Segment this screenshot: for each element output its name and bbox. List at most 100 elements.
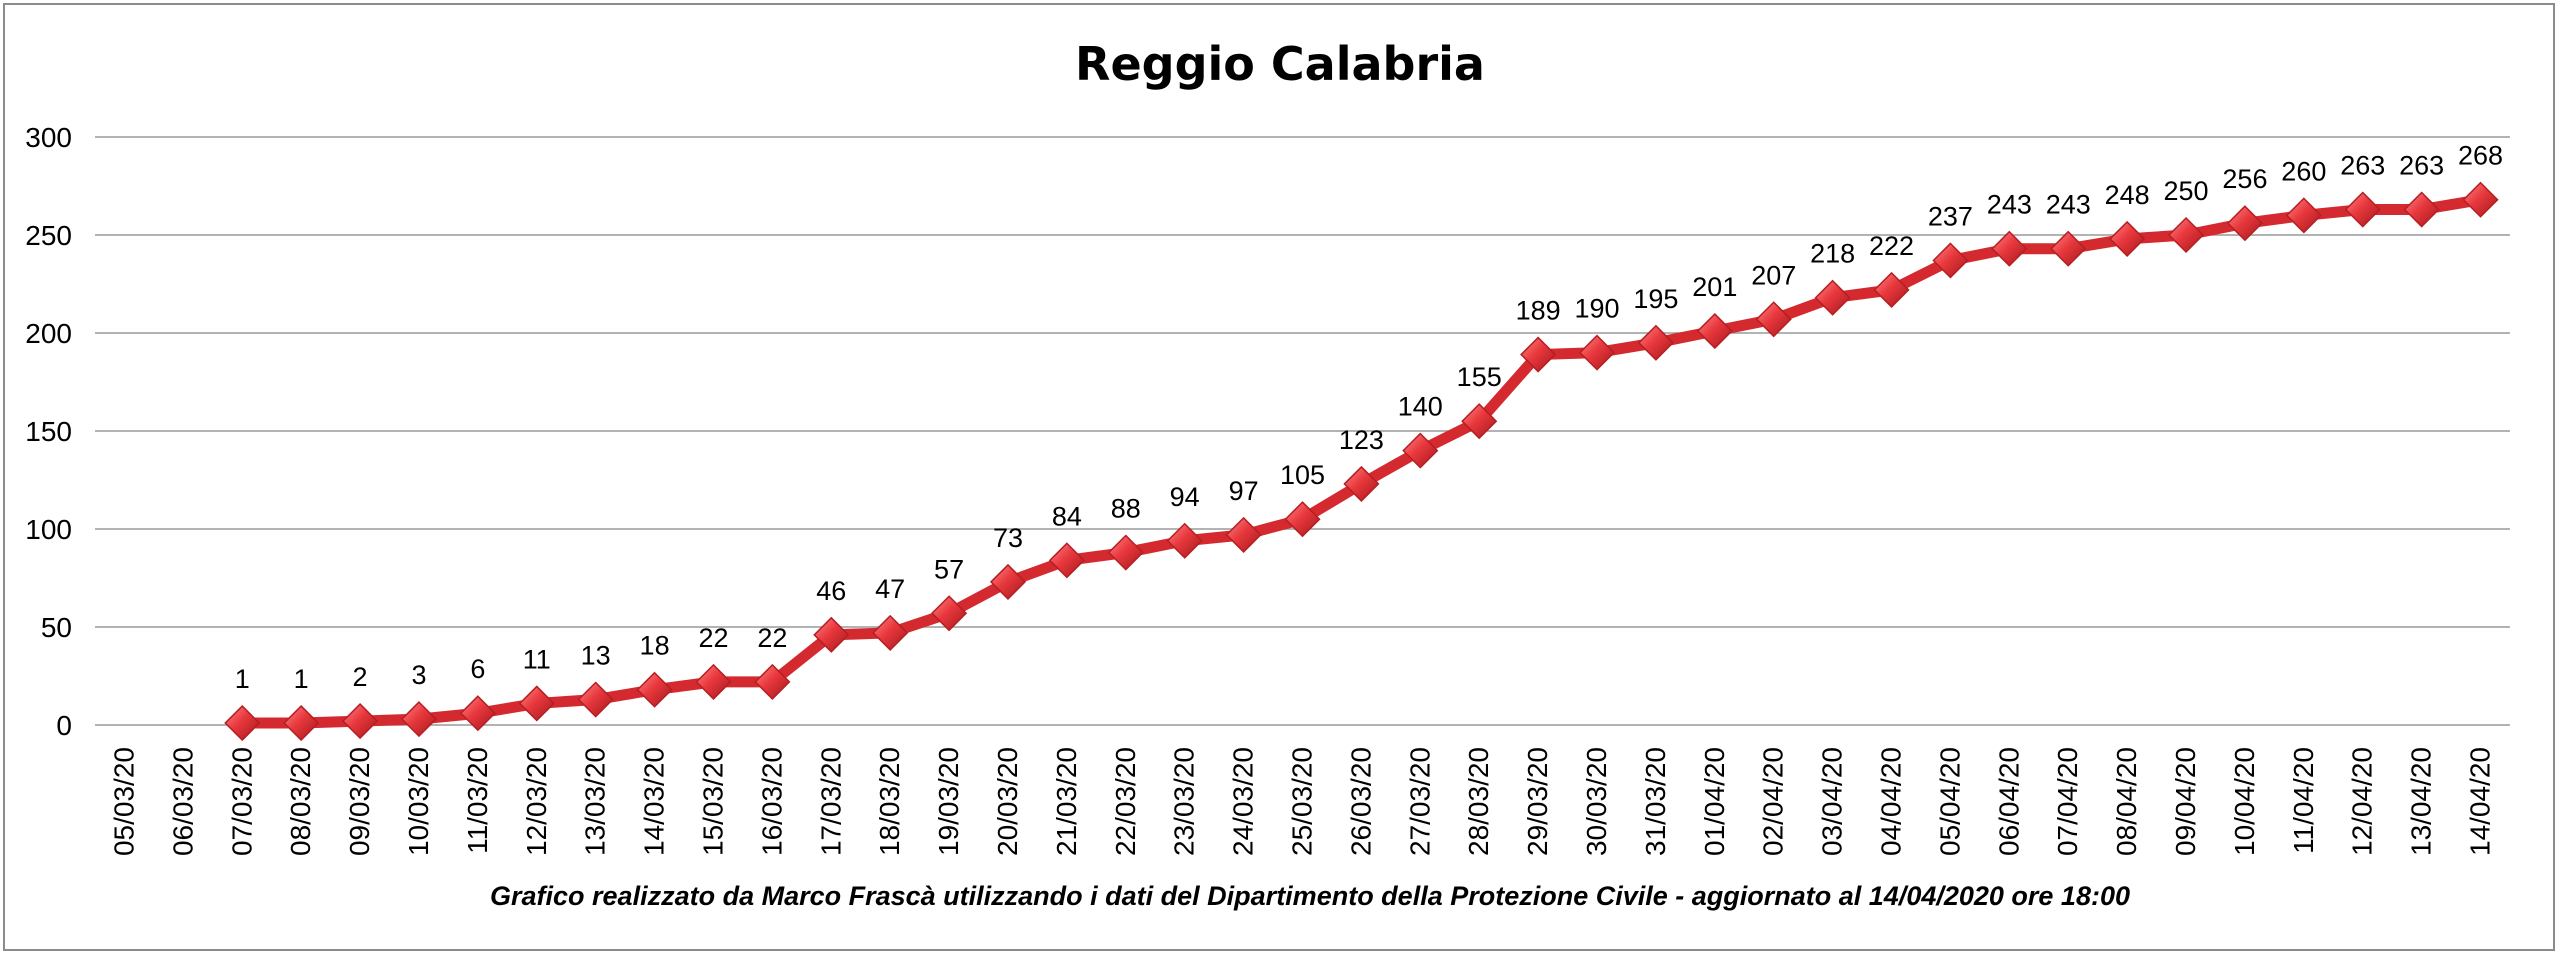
x-tick-label: 09/03/20 bbox=[344, 747, 375, 856]
data-point-marker bbox=[1578, 334, 1616, 371]
data-point-marker bbox=[1932, 242, 1969, 279]
x-tick-label: 13/03/20 bbox=[580, 747, 611, 856]
data-label: 248 bbox=[2105, 180, 2150, 210]
x-tick-label: 24/03/20 bbox=[1228, 747, 1259, 856]
x-tick-label: 28/03/20 bbox=[1463, 747, 1494, 856]
series-line bbox=[236, 194, 2487, 729]
data-point-marker bbox=[931, 595, 968, 632]
x-tick-label: 25/03/20 bbox=[1287, 747, 1318, 856]
data-point-marker bbox=[1048, 542, 1085, 579]
data-point-marker bbox=[283, 704, 320, 742]
x-tick-label: 17/03/20 bbox=[815, 747, 846, 856]
series-polyline bbox=[236, 194, 2487, 729]
data-point-marker bbox=[1755, 301, 1792, 338]
data-label: 18 bbox=[640, 631, 670, 661]
data-label: 1 bbox=[235, 664, 250, 694]
data-point-marker bbox=[2109, 220, 2146, 257]
data-label: 207 bbox=[1751, 260, 1796, 290]
data-label: 46 bbox=[816, 576, 846, 606]
data-label: 195 bbox=[1633, 284, 1678, 314]
data-label: 22 bbox=[698, 623, 728, 653]
data-point-marker bbox=[813, 616, 850, 653]
y-axis: 0 50 100 150 200 250 300 bbox=[25, 122, 72, 741]
x-tick-label: 10/04/20 bbox=[2229, 747, 2260, 856]
data-point-marker bbox=[2462, 181, 2499, 218]
data-point-marker bbox=[1343, 465, 1380, 502]
data-point-marker bbox=[2344, 191, 2381, 228]
x-tick-label: 30/03/20 bbox=[1581, 747, 1612, 856]
data-point-marker bbox=[577, 681, 614, 718]
gridlines bbox=[95, 136, 2510, 726]
x-tick-label: 12/03/20 bbox=[521, 747, 552, 856]
data-point-marker bbox=[1637, 324, 1674, 361]
x-tick-label: 19/03/20 bbox=[933, 747, 964, 856]
data-point-marker bbox=[872, 614, 909, 651]
x-tick-label: 03/04/20 bbox=[1817, 747, 1848, 856]
data-point-marker bbox=[636, 671, 673, 708]
x-tick-label: 21/03/20 bbox=[1051, 747, 1082, 856]
data-point-marker bbox=[518, 685, 555, 722]
x-tick-label: 13/04/20 bbox=[2406, 747, 2437, 856]
data-point-marker bbox=[2050, 230, 2087, 267]
data-point-marker bbox=[1520, 336, 1557, 373]
data-label: 218 bbox=[1810, 239, 1855, 269]
x-tick-label: 07/04/20 bbox=[2052, 747, 2083, 856]
x-tick-label: 05/03/20 bbox=[108, 747, 139, 856]
x-tick-label: 22/03/20 bbox=[1110, 747, 1141, 856]
data-label: 256 bbox=[2222, 164, 2267, 194]
x-tick-label: 04/04/20 bbox=[1876, 747, 1907, 856]
x-tick-label: 14/03/20 bbox=[639, 747, 670, 856]
x-tick-label: 15/03/20 bbox=[697, 747, 728, 856]
data-point-marker bbox=[1402, 432, 1439, 469]
data-point-marker bbox=[459, 695, 496, 732]
data-label: 84 bbox=[1052, 501, 1082, 531]
x-tick-label: 07/03/20 bbox=[226, 747, 257, 856]
chart-frame bbox=[3, 3, 2555, 951]
x-tick-label: 31/03/20 bbox=[1640, 747, 1671, 856]
x-tick-label: 16/03/20 bbox=[756, 747, 787, 856]
data-point-marker bbox=[989, 563, 1027, 600]
x-tick-label: 05/04/20 bbox=[1934, 747, 1965, 856]
data-label: 263 bbox=[2399, 151, 2444, 181]
data-point-marker bbox=[1991, 230, 2028, 267]
x-tick-label: 26/03/20 bbox=[1345, 747, 1376, 856]
data-point-marker bbox=[2226, 205, 2263, 242]
x-tick-label: 11/04/20 bbox=[2288, 747, 2319, 854]
data-point-marker bbox=[1284, 501, 1321, 538]
x-tick-label: 18/03/20 bbox=[874, 747, 905, 856]
x-tick-label: 12/04/20 bbox=[2347, 747, 2378, 856]
data-label: 1 bbox=[294, 664, 309, 694]
x-tick-label: 09/04/20 bbox=[2170, 747, 2201, 856]
data-label: 237 bbox=[1928, 201, 1973, 231]
data-label: 6 bbox=[470, 654, 485, 684]
data-label: 140 bbox=[1398, 392, 1443, 422]
data-point-marker bbox=[1225, 516, 1262, 553]
data-label: 2 bbox=[353, 662, 368, 692]
data-label: 243 bbox=[2046, 190, 2091, 220]
data-label: 47 bbox=[875, 574, 905, 604]
x-tick-label: 23/03/20 bbox=[1169, 747, 1200, 856]
data-label: 123 bbox=[1339, 425, 1384, 455]
data-point-marker bbox=[1166, 522, 1203, 559]
data-label: 268 bbox=[2458, 141, 2503, 171]
x-tick-label: 11/03/20 bbox=[462, 747, 493, 854]
data-label: 243 bbox=[1987, 190, 2032, 220]
data-point-marker bbox=[1696, 312, 1733, 350]
data-point-marker bbox=[1461, 403, 1498, 440]
x-tick-label: 06/03/20 bbox=[167, 747, 198, 856]
data-label: 201 bbox=[1692, 272, 1737, 302]
x-tick-label: 14/04/20 bbox=[2465, 747, 2496, 856]
data-label: 94 bbox=[1170, 482, 1200, 512]
data-point-marker bbox=[224, 704, 261, 742]
data-point-marker bbox=[1107, 534, 1144, 571]
data-label: 155 bbox=[1457, 362, 1502, 392]
y-tick-label: 200 bbox=[25, 318, 72, 349]
chart-title: Reggio Calabria bbox=[1075, 37, 1485, 91]
data-point-marker bbox=[695, 663, 732, 700]
data-point-marker bbox=[342, 703, 379, 740]
chart-caption: Grafico realizzato da Marco Frascà utili… bbox=[490, 881, 2130, 911]
x-tick-label: 10/03/20 bbox=[403, 747, 434, 856]
data-point-marker bbox=[2403, 191, 2440, 228]
